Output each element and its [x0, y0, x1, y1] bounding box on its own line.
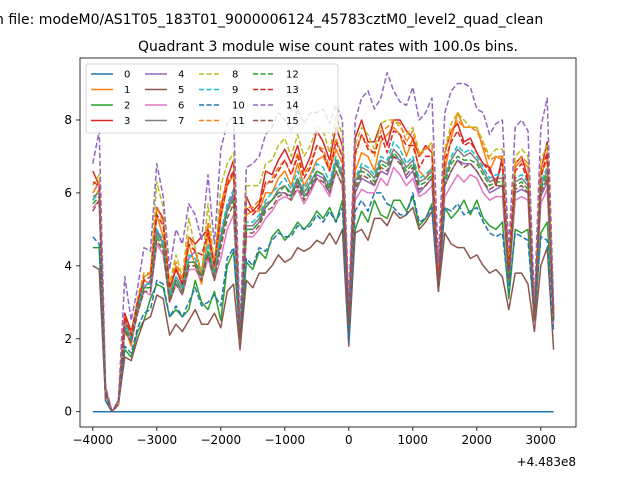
y-tick-label: 2	[64, 332, 72, 346]
series-line-6	[92, 166, 555, 413]
y-tick-label: 6	[64, 186, 72, 200]
legend-label-2: 2	[124, 101, 130, 112]
legend-label-10: 10	[232, 101, 245, 112]
plot-frame	[79, 57, 577, 428]
legend-label-12: 12	[286, 70, 299, 81]
series-line-15	[92, 155, 555, 413]
legend-label-8: 8	[232, 70, 238, 81]
legend-label-13: 13	[286, 85, 299, 96]
figure-suptitle: n file: modeM0/AS1T05_183T01_9000006124_…	[0, 12, 543, 28]
legend-label-9: 9	[232, 85, 238, 96]
y-tick-label: 8	[64, 113, 72, 127]
series-line-5	[92, 206, 555, 413]
series-line-11	[92, 119, 555, 413]
legend-label-6: 6	[178, 101, 184, 112]
series-line-2	[92, 195, 555, 413]
x-tick-label: −4000	[73, 433, 114, 447]
series-line-10	[92, 192, 555, 413]
axes-layer: −4000 −3000 −2000 −1000 0 1000 2000 3000 0 2 4 6 8	[64, 113, 556, 447]
legend-label-11: 11	[232, 116, 245, 127]
legend-label-7: 7	[178, 116, 184, 127]
y-tick-label: 4	[64, 259, 72, 273]
x-tick-label: 1000	[398, 433, 429, 447]
legend-label-0: 0	[124, 70, 130, 81]
x-tick-label: −1000	[265, 433, 306, 447]
x-tick-label: −3000	[137, 433, 178, 447]
x-tick-label: −2000	[201, 433, 242, 447]
legend-label-15: 15	[286, 116, 299, 127]
x-tick-label: 0	[345, 433, 353, 447]
legend-label-5: 5	[178, 85, 184, 96]
x-tick-label: 2000	[462, 433, 493, 447]
x-offset-label: +4.483e8	[517, 455, 576, 469]
series-line-9	[92, 141, 555, 413]
legend-label-1: 1	[124, 85, 130, 96]
legend-label-4: 4	[178, 70, 184, 81]
y-tick-label: 0	[64, 405, 72, 419]
series-layer	[92, 71, 555, 413]
legend-label-3: 3	[124, 116, 130, 127]
legend-frame	[85, 63, 339, 134]
series-line-13	[92, 130, 555, 413]
chart-title: Quadrant 3 module wise count rates with …	[138, 39, 518, 55]
x-tick-label: 3000	[526, 433, 557, 447]
legend-label-14: 14	[286, 101, 299, 112]
plot-area: −4000 −3000 −2000 −1000 0 1000 2000 3000 0 2 4 6 8	[64, 57, 577, 447]
